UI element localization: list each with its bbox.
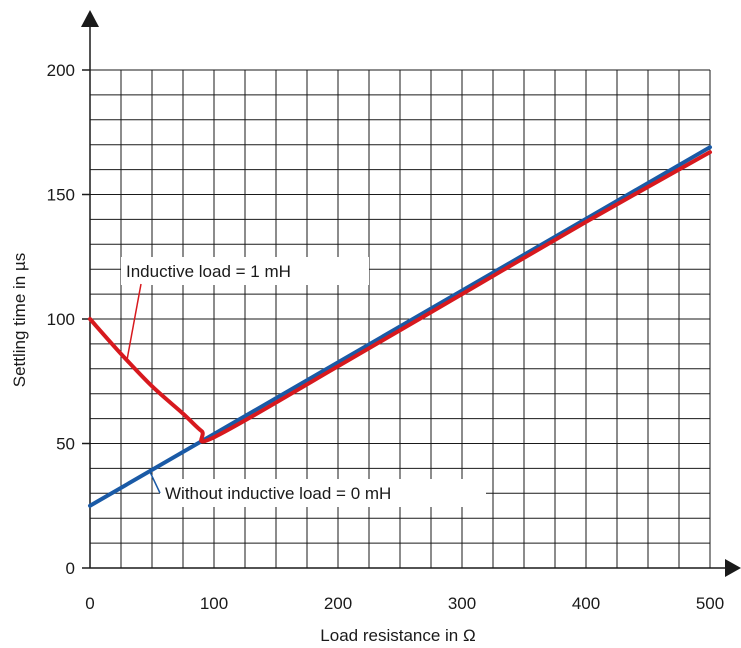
x-tick-label: 0 bbox=[85, 594, 94, 613]
x-tick-label: 400 bbox=[572, 594, 600, 613]
annotations: Inductive load = 1 mH Without inductive l… bbox=[121, 257, 486, 507]
y-tick-label: 100 bbox=[47, 310, 75, 329]
x-tick-label: 300 bbox=[448, 594, 476, 613]
series-line-1 bbox=[88, 150, 712, 444]
annotation-box bbox=[121, 257, 369, 285]
tick-labels: 0 100 200 300 400 500 0 50 100 150 200 bbox=[47, 61, 725, 613]
annotation-leader bbox=[148, 470, 161, 494]
y-tick-label: 50 bbox=[56, 435, 75, 454]
y-axis-arrow bbox=[81, 10, 99, 27]
x-axis-title: Load resistance in Ω bbox=[320, 626, 475, 645]
series-layer bbox=[88, 145, 712, 508]
y-tick-label: 0 bbox=[66, 559, 75, 578]
x-tick-label: 200 bbox=[324, 594, 352, 613]
y-axis-title: Settling time in µs bbox=[10, 253, 29, 388]
axes bbox=[81, 10, 741, 577]
annotation-label: Inductive load = 1 mH bbox=[126, 262, 291, 281]
y-tick-label: 150 bbox=[47, 186, 75, 205]
annotation-leader bbox=[126, 283, 142, 359]
x-tick-label: 100 bbox=[200, 594, 228, 613]
x-tick-label: 500 bbox=[696, 594, 724, 613]
series-line-0 bbox=[88, 145, 712, 508]
annotation-label: Without inductive load = 0 mH bbox=[165, 484, 391, 503]
y-tick-label: 200 bbox=[47, 61, 75, 80]
x-axis-arrow bbox=[725, 559, 741, 577]
annotation-box bbox=[160, 479, 486, 507]
